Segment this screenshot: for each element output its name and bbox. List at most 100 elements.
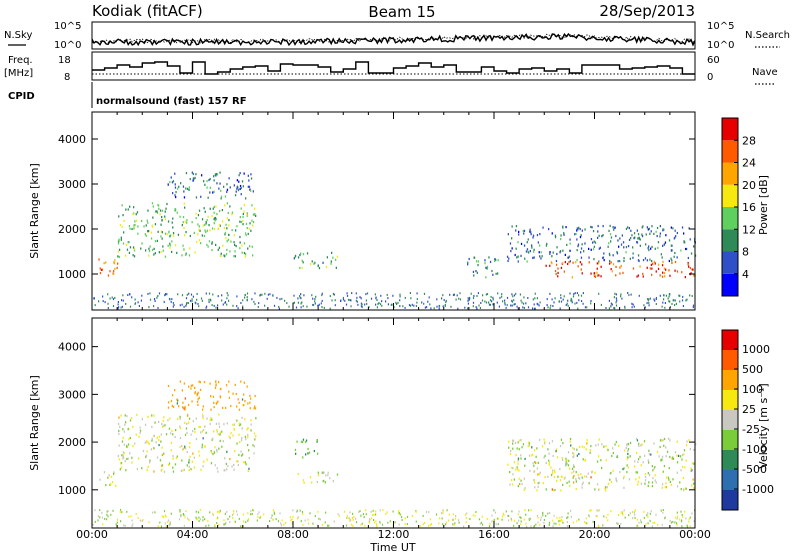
- data-cell: [580, 473, 582, 476]
- speckle-cell: [200, 297, 203, 300]
- data-cell: [126, 445, 128, 448]
- speckle-cell: [549, 512, 551, 514]
- data-cell: [151, 248, 154, 251]
- speckle-cell: [630, 293, 632, 296]
- data-cell: [653, 260, 655, 263]
- data-cell: [647, 472, 649, 475]
- data-cell: [161, 464, 163, 467]
- data-cell: [213, 175, 215, 178]
- speckle-cell: [486, 293, 489, 296]
- data-cell: [494, 258, 496, 261]
- speckle-cell: [622, 513, 624, 516]
- data-cell: [576, 258, 578, 262]
- speckle-cell: [240, 525, 242, 528]
- data-cell: [164, 218, 167, 221]
- data-cell: [659, 232, 661, 235]
- speckle-cell: [668, 293, 670, 295]
- data-cell: [215, 383, 217, 386]
- data-cell: [524, 257, 526, 260]
- speckle-cell: [122, 294, 124, 297]
- data-cell: [108, 474, 110, 477]
- data-cell: [178, 185, 180, 188]
- speckle-cell: [615, 304, 618, 307]
- data-cell: [674, 251, 676, 255]
- speckle-cell: [479, 307, 481, 309]
- data-cell: [236, 179, 238, 182]
- speckle-cell: [661, 523, 663, 526]
- speckle-cell: [540, 519, 542, 521]
- speckle-cell: [419, 524, 421, 527]
- data-cell: [615, 478, 617, 482]
- data-cell: [521, 482, 523, 485]
- data-cell: [186, 464, 188, 467]
- speckle-cell: [559, 307, 561, 310]
- speckle-cell: [202, 516, 204, 519]
- speckle-cell: [291, 522, 293, 525]
- speckle-cell: [284, 299, 286, 302]
- speckle-cell: [164, 522, 166, 525]
- data-cell: [193, 466, 195, 469]
- speckle-cell: [624, 306, 626, 309]
- nsky-trace: [91, 32, 696, 47]
- speckle-cell: [614, 292, 616, 295]
- colorbar-swatch: [722, 490, 738, 510]
- speckle-cell: [499, 296, 501, 299]
- data-cell: [568, 480, 570, 483]
- speckle-cell: [306, 305, 308, 308]
- speckle-cell: [672, 520, 674, 523]
- speckle-cell: [183, 514, 185, 517]
- data-cell: [655, 481, 657, 484]
- speckle-cell: [610, 305, 612, 308]
- data-cell: [300, 252, 302, 255]
- data-cell: [211, 241, 213, 244]
- speckle-cell: [369, 518, 371, 521]
- data-cell: [512, 442, 514, 445]
- data-cell: [688, 439, 690, 442]
- data-cell: [129, 452, 131, 455]
- data-cell: [521, 446, 523, 449]
- speckle-cell: [378, 302, 380, 304]
- data-cell: [212, 191, 214, 194]
- data-cell: [310, 263, 312, 266]
- speckle-cell: [529, 517, 531, 520]
- data-cell: [575, 261, 577, 264]
- data-cell: [510, 250, 512, 253]
- data-cell: [681, 453, 684, 457]
- data-cell: [118, 239, 120, 242]
- data-cell: [216, 430, 218, 433]
- speckle-cell: [301, 511, 304, 513]
- speckle-cell: [196, 298, 198, 301]
- data-cell: [98, 258, 100, 261]
- speckle-cell: [321, 292, 323, 295]
- data-cell: [592, 241, 594, 244]
- speckle-cell: [553, 522, 555, 525]
- speckle-cell: [632, 517, 634, 520]
- data-cell: [693, 487, 695, 490]
- data-cell: [252, 224, 254, 227]
- data-cell: [598, 488, 600, 491]
- x-tick-labels: 00:00 04:00 08:00 12:00 16:00 20:00 00:00: [76, 528, 711, 541]
- data-cell: [135, 433, 137, 436]
- speckle-cell: [299, 295, 301, 297]
- data-cell: [139, 426, 141, 429]
- data-cell: [203, 207, 205, 210]
- data-cell: [527, 441, 530, 444]
- data-cell: [618, 444, 620, 447]
- noise-tick-left-top: 10^5: [54, 21, 81, 32]
- speckle-cell: [680, 520, 683, 523]
- speckle-cell: [363, 516, 365, 519]
- data-cell: [195, 196, 198, 199]
- data-cell: [639, 238, 641, 241]
- speckle-cell: [385, 512, 387, 515]
- data-cell: [654, 479, 656, 482]
- speckle-cell: [295, 306, 298, 309]
- speckle-cell: [678, 294, 680, 297]
- speckle-cell: [355, 292, 357, 295]
- speckle-cell: [610, 510, 612, 513]
- data-cell: [559, 479, 562, 482]
- data-cell: [532, 453, 534, 456]
- data-cell: [564, 253, 566, 256]
- data-cell: [651, 273, 653, 276]
- data-cell: [247, 427, 249, 430]
- data-cell: [638, 444, 640, 448]
